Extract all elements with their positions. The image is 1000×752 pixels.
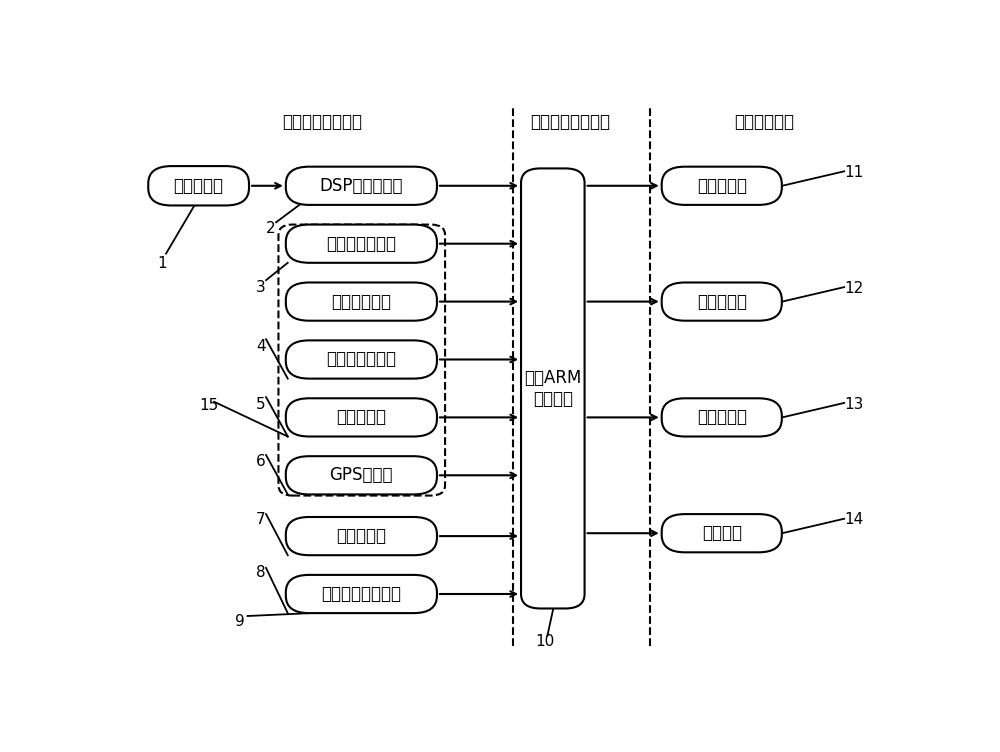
FancyBboxPatch shape xyxy=(662,283,782,320)
FancyBboxPatch shape xyxy=(662,167,782,205)
Text: 2: 2 xyxy=(266,220,276,235)
Text: 1: 1 xyxy=(157,256,167,271)
Text: 车载ARM
管理平台: 车载ARM 管理平台 xyxy=(524,369,581,408)
FancyBboxPatch shape xyxy=(286,225,437,262)
Text: 8: 8 xyxy=(256,565,265,580)
Text: 液晶触摸屏: 液晶触摸屏 xyxy=(697,177,747,195)
Text: 14: 14 xyxy=(844,512,863,527)
Text: 7: 7 xyxy=(256,512,265,527)
Text: 10: 10 xyxy=(535,634,555,649)
FancyBboxPatch shape xyxy=(286,517,437,555)
Text: 5: 5 xyxy=(256,396,265,411)
Text: 12: 12 xyxy=(844,280,863,296)
FancyBboxPatch shape xyxy=(286,399,437,436)
Text: 9: 9 xyxy=(235,614,245,629)
Text: 毫米波雷达: 毫米波雷达 xyxy=(174,177,224,195)
FancyBboxPatch shape xyxy=(521,168,585,608)
Text: 报警蜂鸣器: 报警蜂鸣器 xyxy=(697,293,747,311)
FancyBboxPatch shape xyxy=(148,166,249,205)
Text: 无线网卡: 无线网卡 xyxy=(702,524,742,542)
FancyBboxPatch shape xyxy=(662,514,782,552)
Text: 4: 4 xyxy=(256,338,265,353)
FancyBboxPatch shape xyxy=(286,456,437,494)
FancyBboxPatch shape xyxy=(286,167,437,205)
Text: 6: 6 xyxy=(256,454,266,469)
FancyBboxPatch shape xyxy=(286,341,437,378)
Text: 车道线传感器: 车道线传感器 xyxy=(331,293,391,311)
Text: 主动预警决策模块: 主动预警决策模块 xyxy=(531,113,611,131)
Text: 路面状况传感器: 路面状况传感器 xyxy=(326,235,396,253)
Text: GPS传感器: GPS传感器 xyxy=(330,466,393,484)
Text: 报警指示灯: 报警指示灯 xyxy=(697,408,747,426)
Text: 行车摄像头: 行车摄像头 xyxy=(336,527,386,545)
Text: 13: 13 xyxy=(844,396,863,411)
FancyBboxPatch shape xyxy=(286,575,437,613)
Text: 预警输出模块: 预警输出模块 xyxy=(734,113,794,131)
Text: 3: 3 xyxy=(256,280,266,295)
FancyBboxPatch shape xyxy=(286,283,437,320)
FancyBboxPatch shape xyxy=(662,399,782,436)
Text: 胎压监测传感器: 胎压监测传感器 xyxy=(326,350,396,368)
Text: DSP信号处理机: DSP信号处理机 xyxy=(320,177,403,195)
Text: 速度传感器: 速度传感器 xyxy=(336,408,386,426)
Text: 11: 11 xyxy=(844,165,863,180)
Text: 15: 15 xyxy=(199,399,218,414)
Text: 驾驶风格选择模块: 驾驶风格选择模块 xyxy=(321,585,401,603)
Text: 行车信息采集模块: 行车信息采集模块 xyxy=(283,113,363,131)
